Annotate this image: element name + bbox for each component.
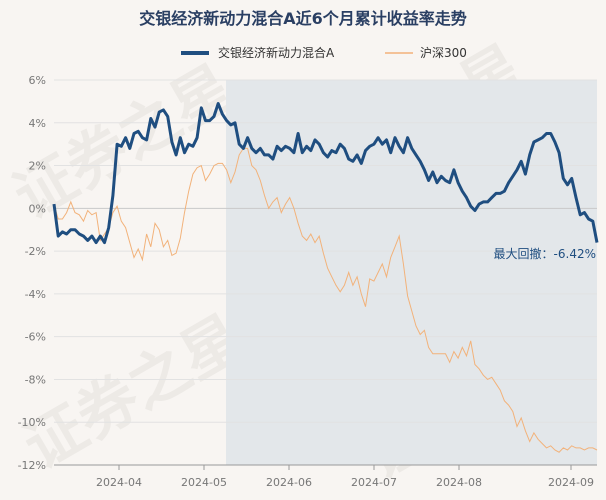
y-tick-label: 2% <box>29 160 46 173</box>
x-tick-label: 2024-06 <box>266 476 312 489</box>
y-tick-label: -2% <box>25 245 46 258</box>
x-tick-label: 2024-07 <box>351 476 397 489</box>
y-tick-label: -8% <box>25 373 46 386</box>
legend-csi300-label: 沪深300 <box>420 46 467 60</box>
drawdown-label: 最大回撤：-6.42% <box>494 246 596 261</box>
grid <box>54 79 597 466</box>
svg-text:证券之星: 证券之星 <box>13 302 256 483</box>
x-axis: 2024-04 2024-05 2024-06 2024-07 2024-08 2024-… <box>96 465 594 489</box>
y-tick-label: 6% <box>29 74 46 87</box>
x-tick-label: 2024-08 <box>436 476 482 489</box>
y-tick-label: -12% <box>18 459 46 472</box>
fund-line <box>52 102 599 245</box>
y-tick-label: -4% <box>25 288 46 301</box>
legend-fund-label: 交银经济新动力混合A <box>218 45 335 60</box>
csi300-line <box>53 147 598 453</box>
y-axis: 6% 4% 2% 0% -2% -4% -6% -8% -10% -12% <box>18 74 46 472</box>
legend: 交银经济新动力混合A 沪深300 <box>181 45 467 60</box>
y-tick-label: 0% <box>29 202 46 215</box>
x-tick-label: 2024-04 <box>96 476 142 489</box>
chart-title: 交银经济新动力混合A近6个月累计收益率走势 <box>139 9 467 28</box>
y-tick-label: 4% <box>29 117 46 130</box>
x-tick-label: 2024-09 <box>548 476 594 489</box>
y-tick-label: -10% <box>18 416 46 429</box>
y-tick-label: -6% <box>25 331 46 344</box>
x-tick-label: 2024-05 <box>181 476 227 489</box>
